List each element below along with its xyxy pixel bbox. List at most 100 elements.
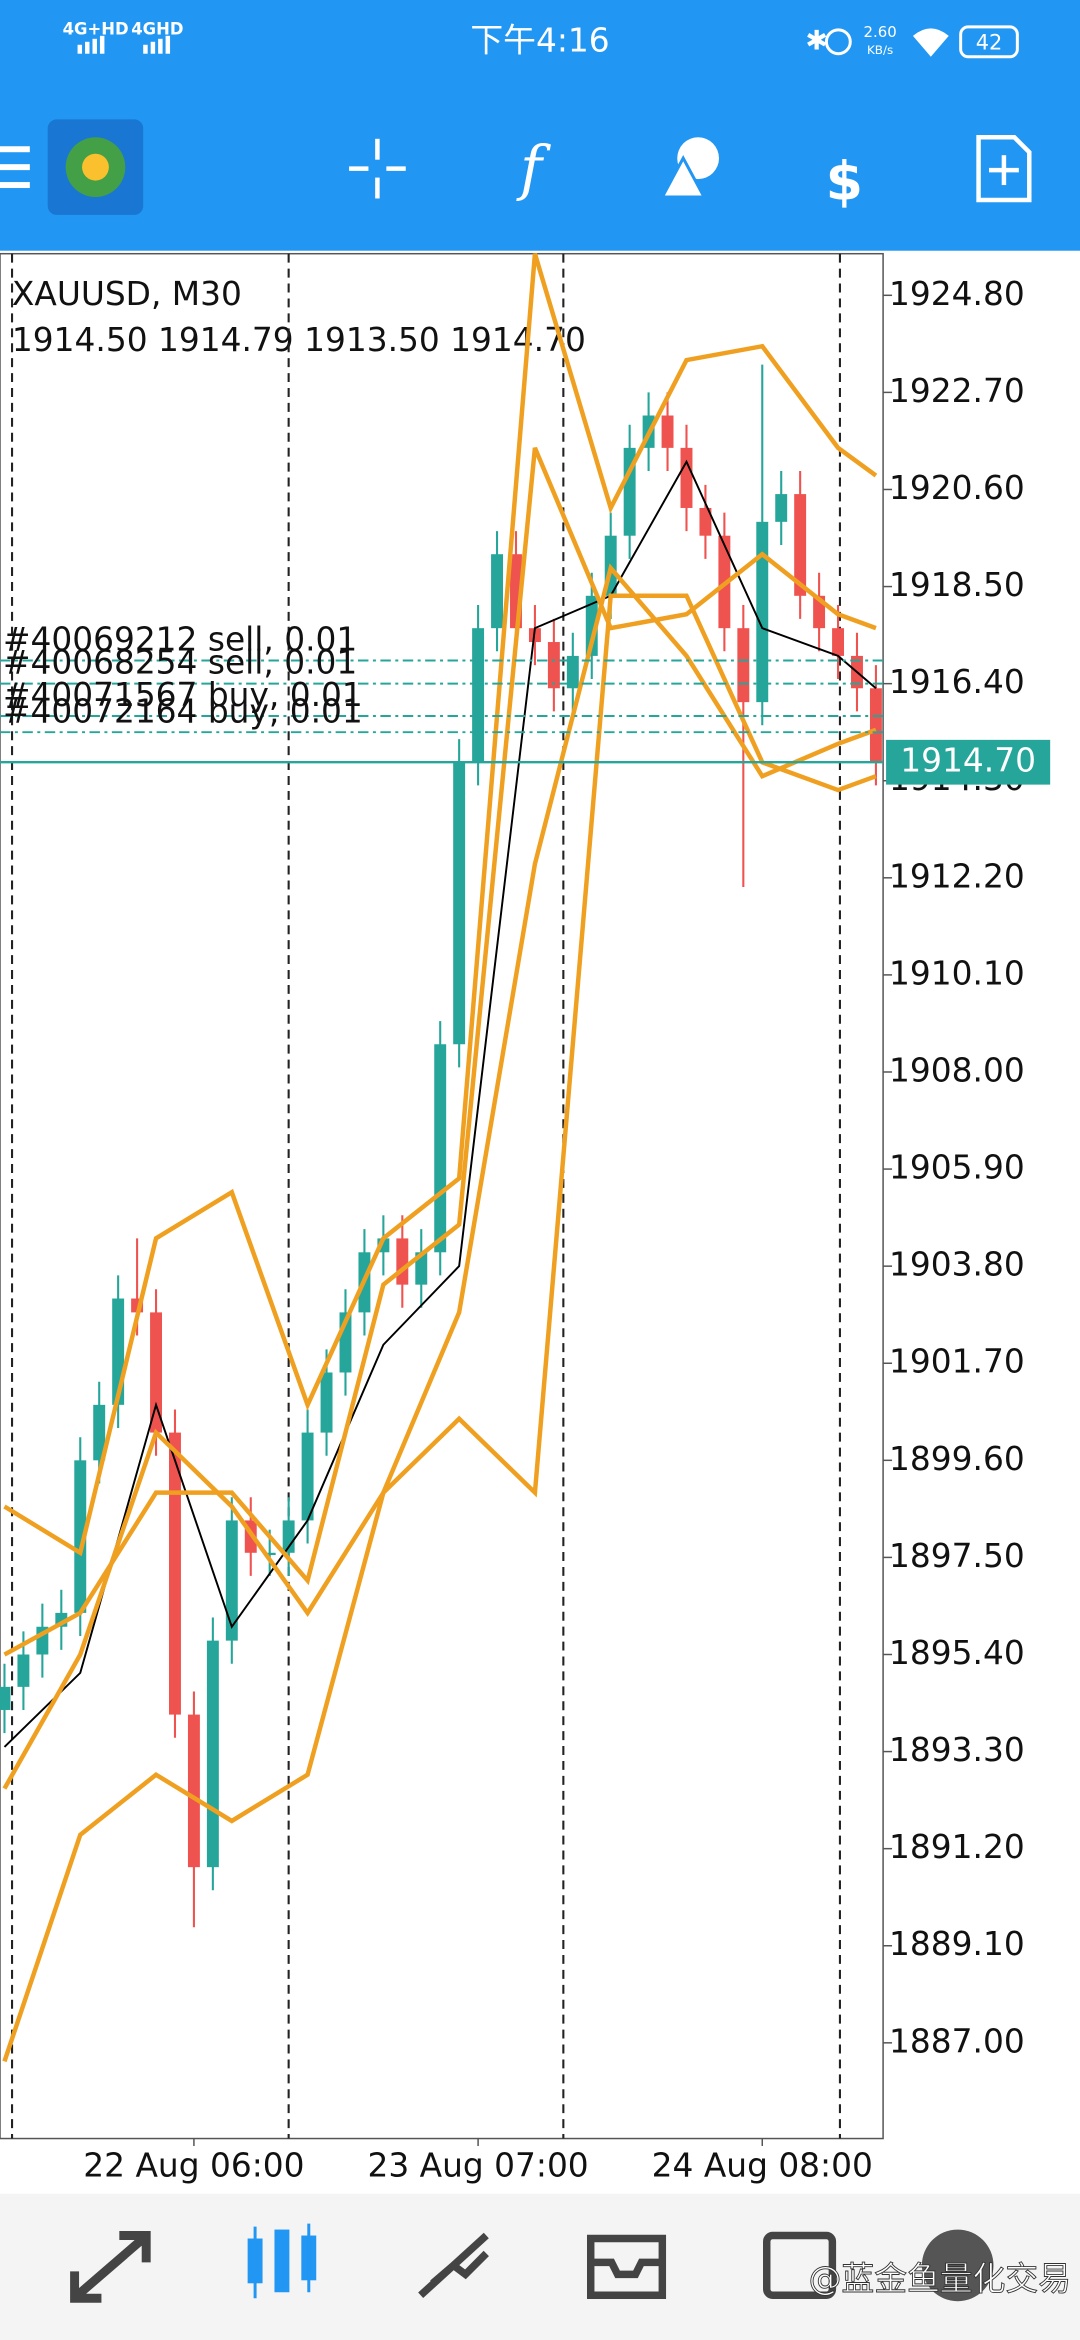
- net-speed: 2.60: [864, 23, 897, 41]
- y-tick-label: 1903.80: [889, 1246, 1025, 1284]
- candle-body: [869, 688, 882, 763]
- candle-body: [74, 1460, 87, 1613]
- bottom-nav: [0, 2193, 1080, 2340]
- bluetooth-icon: ✱: [806, 25, 828, 56]
- indicator-line: [3, 459, 877, 1748]
- candle-body: [737, 628, 750, 703]
- candle-body: [453, 762, 466, 1045]
- candle-body: [396, 1238, 409, 1285]
- x-tick-label: 23 Aug 07:00: [367, 2146, 588, 2184]
- candle-body: [813, 595, 826, 629]
- x-tick-label: 22 Aug 06:00: [83, 2146, 304, 2184]
- last-price-box: [886, 739, 1051, 785]
- candle-body: [623, 447, 636, 536]
- order-label: #40072164 buy, 0.01: [3, 692, 363, 730]
- signal-icon: [77, 35, 171, 54]
- y-tick-label: 1901.70: [889, 1343, 1025, 1381]
- indicator-line: [3, 253, 878, 1557]
- candle-body: [377, 1238, 390, 1253]
- candle-body: [832, 628, 845, 656]
- watermark: @蓝金鱼量化交易: [809, 2260, 1071, 2298]
- trade-button[interactable]: $: [826, 150, 863, 213]
- candle-body: [150, 1312, 162, 1433]
- wifi-icon: [912, 28, 949, 57]
- objects-button[interactable]: [659, 137, 720, 199]
- y-tick-label: 1916.40: [889, 663, 1025, 701]
- candle-body: [775, 494, 788, 522]
- nav-trade[interactable]: [418, 2232, 489, 2298]
- candle-body: [434, 1044, 447, 1253]
- y-tick-label: 1889.10: [889, 1925, 1025, 1963]
- nav-news[interactable]: [763, 2231, 837, 2299]
- candle-body: [661, 415, 674, 448]
- candle-body: [206, 1640, 219, 1868]
- order-label: #40071567 buy, 0.01: [3, 676, 363, 714]
- ohlc-header: 1914.50 1914.79 1913.50 1914.70: [12, 321, 586, 359]
- candle-body: [794, 494, 807, 596]
- candle-body: [282, 1520, 295, 1553]
- nav-settings[interactable]: [921, 2229, 994, 2302]
- y-tick-label: 1918.50: [889, 566, 1025, 604]
- candle-body: [320, 1372, 333, 1433]
- network-label: 4GHD: [131, 19, 183, 38]
- candle-body: [0, 1686, 11, 1710]
- battery-icon: [959, 25, 1019, 59]
- clock: 下午4:16: [470, 21, 609, 59]
- candle-body: [225, 1520, 238, 1641]
- candle-body: [169, 1432, 181, 1715]
- candle-body: [112, 1298, 125, 1405]
- candle-body: [547, 642, 560, 689]
- order-label: #40069212 sell, 0.01: [3, 621, 357, 659]
- candle-body: [680, 447, 693, 508]
- indicator-line: [3, 446, 877, 1657]
- candle-body: [510, 554, 522, 629]
- y-tick-label: 1912.20: [889, 857, 1025, 895]
- alarm-icon: [824, 28, 852, 56]
- indicator-line: [2, 563, 877, 1790]
- candle-body: [472, 628, 485, 763]
- y-tick-label: 1895.40: [889, 1634, 1025, 1672]
- y-tick-label: 1905.90: [889, 1149, 1025, 1187]
- menu-button[interactable]: [0, 146, 30, 189]
- candle-body: [93, 1404, 106, 1461]
- new-order-button[interactable]: [976, 135, 1032, 203]
- nav-history[interactable]: [586, 2234, 667, 2299]
- candle-body: [491, 554, 504, 629]
- candle-body: [415, 1252, 428, 1285]
- candle-body: [301, 1432, 314, 1521]
- candle-body: [566, 655, 579, 689]
- network-label: 4G+HD: [63, 19, 129, 38]
- battery-level: 42: [976, 30, 1003, 54]
- y-tick-label: 1893.30: [889, 1731, 1025, 1769]
- y-tick-label: 1887.00: [889, 2022, 1025, 2060]
- y-tick-label: 1897.50: [889, 1537, 1025, 1575]
- candle-body: [131, 1298, 144, 1313]
- candle-body: [339, 1312, 352, 1373]
- nav-quotes[interactable]: [70, 2231, 151, 2303]
- crosshair-button[interactable]: [349, 138, 406, 199]
- candle-body: [17, 1654, 30, 1687]
- y-tick-label: 1920.60: [889, 469, 1025, 507]
- candle-body: [756, 521, 769, 703]
- last-price-label: 1914.70: [900, 742, 1036, 780]
- candle-body: [36, 1626, 49, 1655]
- y-tick-label: 1891.20: [889, 1828, 1025, 1866]
- x-tick-label: 24 Aug 08:00: [652, 2146, 873, 2184]
- nav-chart[interactable]: [247, 2223, 317, 2299]
- candle-body: [55, 1612, 68, 1627]
- order-label: #40068254 sell, 0.01: [3, 644, 357, 682]
- candle-body: [263, 1552, 276, 1556]
- candle-body: [585, 595, 598, 656]
- candle-body: [699, 507, 712, 536]
- chart-symbol: XAUUSD, M30: [12, 275, 242, 313]
- app-logo-mark: [82, 153, 109, 181]
- y-tick-label: 1899.60: [889, 1440, 1025, 1478]
- net-speed-unit: KB/s: [867, 43, 893, 57]
- app-header: [0, 0, 1080, 251]
- y-tick-label: 1908.00: [889, 1051, 1025, 1089]
- y-tick-label: 1910.10: [889, 954, 1025, 992]
- y-tick-label: 1922.70: [889, 372, 1025, 410]
- candle-body: [187, 1714, 200, 1868]
- y-tick-label: 1924.80: [889, 275, 1025, 313]
